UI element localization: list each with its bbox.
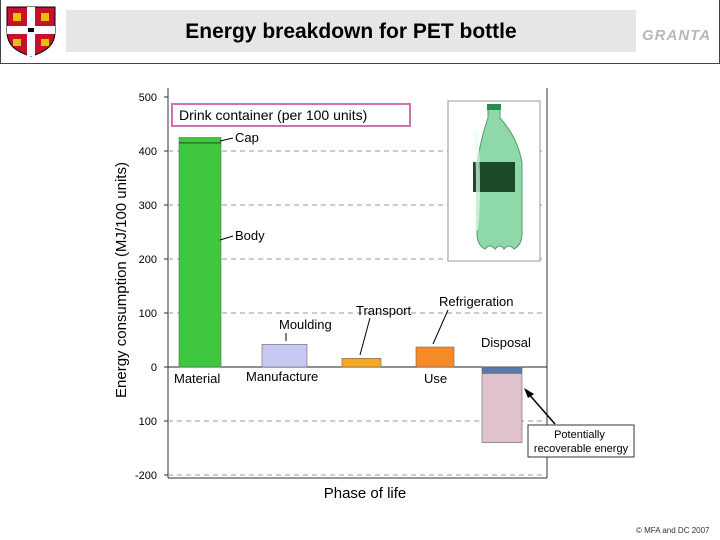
- recoverable-energy-arrowhead: [524, 388, 534, 398]
- bar-disposal-top: [481, 366, 523, 374]
- refrigeration-leader: [432, 309, 449, 345]
- y-tick-label: 200: [139, 254, 157, 266]
- recoverable-energy-box: [527, 424, 635, 458]
- university-crest-icon: [6, 6, 56, 57]
- y-tick-label: 0: [151, 362, 157, 374]
- y-tick-label: 100: [139, 308, 157, 320]
- bar-transport: [341, 358, 382, 368]
- cap-label: Cap: [235, 130, 259, 145]
- bar-cap: [178, 137, 222, 144]
- copyright-notice: © MFA and DC 2007: [636, 526, 710, 535]
- y-tick-label: -200: [135, 470, 157, 482]
- transport-label: Transport: [356, 303, 412, 318]
- callout-box: [171, 103, 411, 127]
- phase-label-manufacture: Manufacture: [246, 369, 318, 384]
- bar-use: [415, 346, 455, 368]
- recoverable-energy-arrow: [526, 391, 556, 425]
- moulding-label: Moulding: [279, 317, 332, 332]
- title-bar: [66, 10, 636, 52]
- cap-leader: [219, 137, 234, 142]
- y-axis-label: Energy consumption (MJ/100 units): [113, 162, 130, 398]
- recoverable-energy-label: Potentially recoverable energy: [534, 429, 629, 455]
- x-axis-label: Phase of life: [324, 485, 407, 502]
- phase-label-use: Use: [424, 371, 447, 386]
- y-tick-label: 500: [139, 92, 157, 104]
- body-leader: [219, 235, 234, 241]
- callout-title: Drink container (per 100 units): [179, 107, 367, 123]
- bar-disposal-recoverable: [481, 373, 523, 443]
- body-label: Body: [235, 228, 265, 243]
- disposal-label: Disposal: [481, 335, 531, 350]
- y-tick-label: 300: [139, 200, 157, 212]
- phase-label-material: Material: [174, 371, 220, 386]
- bar-material: [178, 142, 222, 368]
- bar-manufacture: [261, 344, 308, 368]
- refrigeration-label: Refrigeration: [439, 294, 513, 309]
- y-tick-label: 400: [139, 146, 157, 158]
- slide-title: Energy breakdown for PET bottle: [185, 20, 517, 43]
- y-tick-label: 100: [139, 416, 157, 428]
- pet-bottle-image: [447, 100, 541, 262]
- transport-leader: [359, 317, 371, 356]
- granta-logo: GRANTA: [642, 27, 712, 44]
